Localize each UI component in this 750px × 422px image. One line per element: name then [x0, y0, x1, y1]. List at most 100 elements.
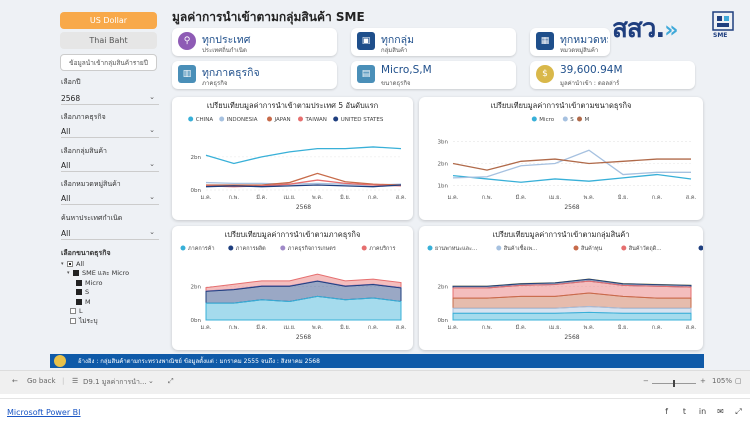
checkbox-checked[interactable]: [76, 289, 82, 296]
tree-item-l[interactable]: L: [61, 307, 161, 317]
x-axis-label: 2568: [296, 204, 311, 211]
legend-label[interactable]: UNITED STATES: [341, 117, 384, 123]
group-area-chart[interactable]: เปรียบเทียบมูลค่าการนำเข้าตามกลุ่มสินค้า…: [419, 226, 739, 350]
zoom-slider-handle[interactable]: [673, 380, 675, 387]
usd-button[interactable]: US Dollar: [60, 12, 157, 29]
thb-button[interactable]: Thai Baht: [60, 32, 157, 49]
kpi-sector[interactable]: ▥ ทุกภาคธุรกิจ ภาคธุรกิจ: [172, 61, 337, 89]
kpi-country[interactable]: ⚲ ทุกประเทศ ประเทศถิ่นกำเนิด: [172, 28, 337, 56]
checkbox-checked[interactable]: [76, 279, 82, 286]
chart-card-size[interactable]: เปรียบเทียบมูลค่าการนำเข้าตามขนาดธุรกิจ M…: [419, 97, 703, 220]
line-series[interactable]: [452, 158, 691, 171]
line-series[interactable]: [205, 184, 402, 188]
kpi-import-value[interactable]: $ 39,600.94M มูลค่านำเข้า : ดอลล่าร์: [530, 61, 695, 89]
country-line-chart[interactable]: เปรียบเทียบมูลค่าการนำเข้าตามประเทศ 5 อั…: [172, 97, 413, 220]
kpi-category[interactable]: ▦ ทุกหมวดหมู่ หมวดหมู่สินค้า: [530, 28, 610, 56]
filter-country-value: All: [61, 228, 71, 238]
tree-item-m[interactable]: M: [61, 297, 161, 307]
checkbox-partial[interactable]: [67, 260, 73, 267]
checkbox-checked[interactable]: [73, 270, 79, 277]
facebook-icon[interactable]: f: [665, 407, 668, 416]
fit-page-icon[interactable]: ▢: [735, 377, 742, 385]
go-back-button[interactable]: Go back: [27, 377, 56, 385]
line-series[interactable]: [452, 149, 691, 179]
filter-country-select[interactable]: All ⌄: [61, 227, 159, 240]
area-series[interactable]: [452, 311, 692, 321]
kpi-size[interactable]: ▤ Micro,S,M ขนาดธุรกิจ: [351, 61, 516, 89]
legend-label[interactable]: INDONESIA: [227, 117, 258, 123]
page-list-icon[interactable]: ☰: [72, 377, 79, 385]
line-series[interactable]: [205, 146, 402, 165]
legend-label[interactable]: สินค้าทุน: [580, 245, 602, 252]
line-series[interactable]: [206, 172, 402, 186]
legend-label[interactable]: สินค้าเชื้อเพ...: [503, 244, 537, 252]
legend-label[interactable]: ภาคธุรกิจการเกษตร: [288, 245, 336, 252]
yearly-data-button[interactable]: ข้อมูลนำเข้ากลุ่มสินค้ารายปี: [60, 54, 157, 71]
legend-marker: [427, 245, 433, 251]
checkbox-unchecked[interactable]: [70, 317, 76, 324]
linkedin-icon[interactable]: in: [698, 407, 707, 416]
tree-item-unspecified[interactable]: ไม่ระบุ: [61, 316, 161, 326]
filter-category-value: All: [61, 193, 71, 203]
chart-card-group[interactable]: เปรียบเทียบมูลค่าการนำเข้าตามกลุ่มสินค้า…: [419, 226, 739, 350]
sector-area-chart[interactable]: เปรียบเทียบมูลค่าการนำเข้าตามภาคธุรกิจภา…: [172, 226, 413, 350]
tree-item-s[interactable]: S: [61, 288, 161, 298]
chart-title: เปรียบเทียบมูลค่าการนำเข้าตามกลุ่มสินค้า: [493, 230, 630, 239]
legend-label[interactable]: สินค้าวัตถุดิ...: [628, 245, 662, 252]
tree-item-micro[interactable]: Micro: [61, 278, 161, 288]
checkbox-checked[interactable]: [76, 298, 82, 305]
y-tick-label: 2bn: [191, 284, 202, 290]
fullscreen-icon[interactable]: ⤢: [735, 406, 742, 416]
filter-group-value: All: [61, 160, 71, 170]
legend-label[interactable]: S: [570, 117, 574, 123]
legend-label[interactable]: JAPAN: [274, 117, 291, 123]
filter-group-select[interactable]: All ⌄: [61, 159, 159, 172]
legend-label[interactable]: ยานพาหนะและ...: [435, 246, 477, 252]
reference-text: อ้างอิง : กลุ่มสินค้าตามกระทรวงพาณิชย์ ข…: [78, 358, 320, 365]
ministry-seal-icon: [54, 355, 66, 367]
filter-category-select[interactable]: All ⌄: [61, 192, 159, 205]
tree-item-all[interactable]: ▾ All: [61, 259, 161, 269]
area-series[interactable]: [205, 295, 402, 321]
legend-label[interactable]: M: [585, 117, 590, 123]
chart-card-country[interactable]: เปรียบเทียบมูลค่าการนำเข้าตามประเทศ 5 อั…: [172, 97, 413, 220]
legend-label[interactable]: ภาคการค้า: [188, 245, 215, 252]
map-pin-icon: ⚲: [178, 32, 196, 50]
expand-icon[interactable]: ⤢: [168, 377, 174, 385]
chevron-down-icon: ⌄: [149, 193, 155, 201]
legend-label[interactable]: ภาคการผลิต: [236, 245, 266, 252]
kpi-group[interactable]: ▣ ทุกกลุ่ม กลุ่มสินค้า: [351, 28, 516, 56]
dollar-icon: $: [536, 65, 554, 83]
page-title: มูลค่าการนำเข้าตามกลุ่มสินค้า SME: [172, 10, 365, 24]
legend-marker: [573, 245, 579, 251]
checkbox-unchecked[interactable]: [70, 308, 76, 315]
zoom-in-button[interactable]: +: [700, 377, 706, 385]
tree-item-label: S: [85, 288, 90, 297]
tree-item-label: All: [76, 259, 85, 268]
filter-year-select[interactable]: 2568 ⌄: [61, 92, 159, 105]
filter-country-label: ค้นหาประเทศกำเนิด: [61, 214, 123, 222]
reference-banner: อ้างอิง : กลุ่มสินค้าตามกระทรวงพาณิชย์ ข…: [50, 354, 704, 368]
twitter-icon[interactable]: t: [682, 407, 687, 416]
kpi-value: ทุกหมวดหมู่: [560, 34, 608, 46]
email-share-icon[interactable]: ✉: [717, 407, 724, 416]
line-series[interactable]: [452, 173, 692, 183]
logo-arrow-icon: »: [664, 18, 678, 43]
chevron-down-icon[interactable]: ⌄: [148, 377, 154, 385]
kpi-label: ประเทศถิ่นกำเนิด: [202, 47, 247, 54]
zoom-out-button[interactable]: −: [643, 377, 649, 385]
legend-label[interactable]: Micro: [539, 117, 554, 123]
back-arrow-icon[interactable]: ←: [12, 377, 18, 385]
page-selector[interactable]: D9.1 มูลค่าการนำ...: [83, 378, 147, 386]
size-line-chart[interactable]: เปรียบเทียบมูลค่าการนำเข้าตามขนาดธุรกิจ M…: [419, 97, 703, 220]
x-axis-label: 2568: [564, 204, 579, 211]
legend-label[interactable]: CHINA: [196, 117, 214, 123]
legend-label[interactable]: TAIWAN: [305, 117, 327, 123]
tree-item-label: SME และ Micro: [82, 269, 130, 278]
legend-label[interactable]: ภาคบริการ: [369, 245, 395, 252]
filter-group-label: เลือกกลุ่มสินค้า: [61, 147, 107, 155]
filter-sector-select[interactable]: All ⌄: [61, 125, 159, 138]
chart-card-sector[interactable]: เปรียบเทียบมูลค่าการนำเข้าตามภาคธุรกิจ ภา…: [172, 226, 413, 350]
powerbi-link[interactable]: Microsoft Power BI: [7, 408, 81, 417]
tree-item-sme-micro[interactable]: ▾ SME และ Micro: [61, 269, 161, 279]
